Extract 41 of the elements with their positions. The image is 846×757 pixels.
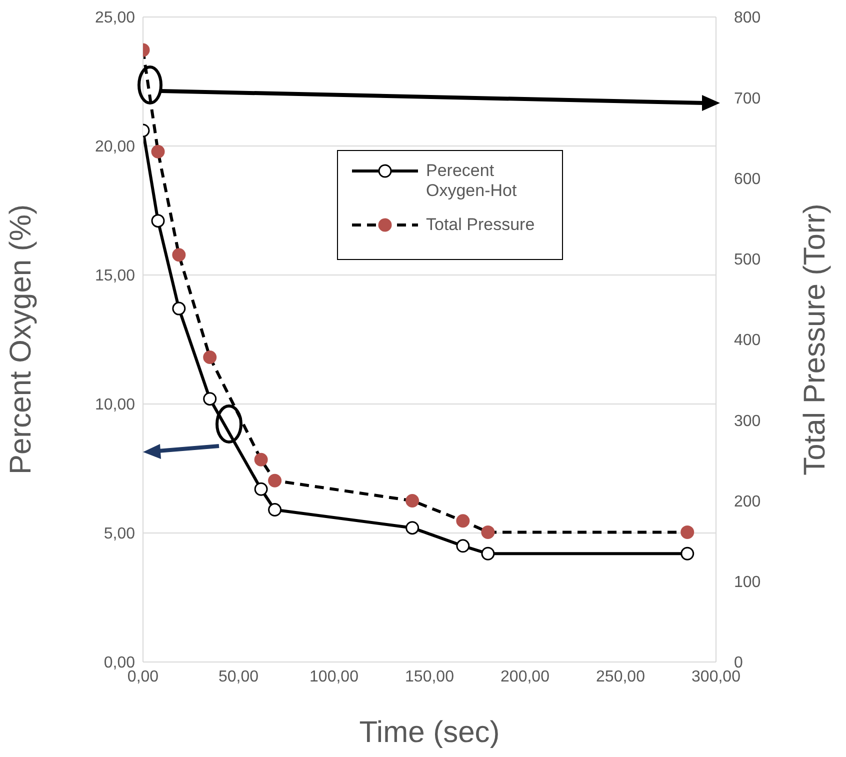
point bbox=[680, 525, 694, 539]
y2-tick-label: 200 bbox=[734, 493, 761, 510]
y-tick-label: 10,00 bbox=[94, 396, 136, 414]
point bbox=[456, 514, 470, 528]
y2-tick-label: 800 bbox=[734, 10, 761, 27]
x-axis-title: Time (sec) bbox=[359, 716, 500, 749]
y-tick-label: 25,00 bbox=[94, 10, 136, 27]
y2-tick-label: 100 bbox=[734, 574, 761, 592]
point bbox=[254, 452, 268, 466]
y2-tick-label: 600 bbox=[734, 170, 761, 188]
point bbox=[268, 503, 282, 517]
x-tick-label: 250,00 bbox=[596, 668, 646, 686]
y2-tick-label: 300 bbox=[734, 412, 761, 430]
point bbox=[203, 350, 217, 364]
point bbox=[151, 214, 165, 228]
point bbox=[203, 392, 217, 406]
point bbox=[680, 546, 694, 560]
x-tick-label: 50,00 bbox=[218, 668, 259, 686]
y2-tick-label: 500 bbox=[734, 252, 761, 269]
point bbox=[254, 482, 268, 496]
point bbox=[406, 494, 420, 508]
y-tick-label: 20,00 bbox=[94, 138, 136, 156]
point bbox=[172, 248, 186, 262]
point bbox=[481, 546, 495, 560]
y2-tick-label: 400 bbox=[734, 332, 761, 350]
point bbox=[268, 474, 282, 488]
legend-label: Total Pressure bbox=[426, 215, 535, 235]
x-tick-label: 200,00 bbox=[500, 668, 550, 686]
point bbox=[151, 144, 165, 158]
y2-axis-title: Total Pressure (Torr) bbox=[798, 204, 832, 476]
y-axis-title: Percent Oxygen (%) bbox=[4, 204, 38, 475]
y-tick-label: 15,00 bbox=[94, 268, 136, 285]
x-tick-label: 150,00 bbox=[405, 668, 454, 686]
point bbox=[481, 525, 495, 539]
point bbox=[456, 539, 470, 553]
x-tick-label: 100,00 bbox=[310, 668, 359, 686]
legend-label: Perecent Oxygen-Hot bbox=[426, 161, 518, 201]
y-tick-label: 5,00 bbox=[104, 526, 136, 543]
y2-tick-label: 700 bbox=[734, 90, 761, 108]
point bbox=[406, 521, 420, 535]
point bbox=[172, 302, 186, 316]
